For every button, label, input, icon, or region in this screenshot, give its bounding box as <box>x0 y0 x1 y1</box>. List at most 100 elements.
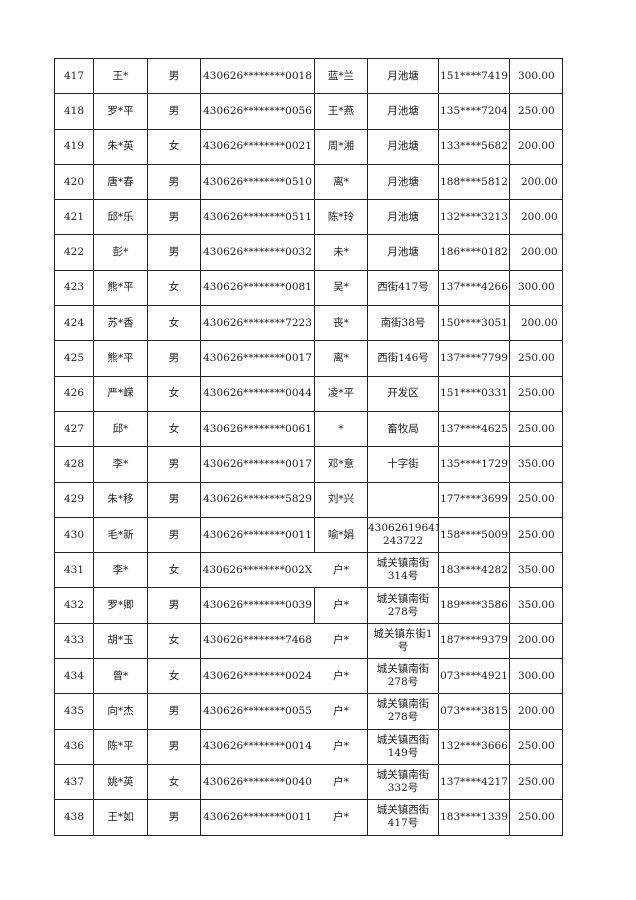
cell-no: 435 <box>54 693 94 730</box>
table-row: 424 苏*香女 430626********7223 丧* 南街38号 150****3… <box>54 305 563 342</box>
cell-phone: 133****5682 <box>438 128 510 165</box>
cell-sex: 女 <box>147 410 201 448</box>
cell-addr: 城关镇西街 149号 <box>367 728 439 765</box>
table-row: 422 彭* 男 430626********0032 未* 月池塘 186****0182… <box>54 234 563 271</box>
cell-name: 胡*玉 <box>93 622 148 660</box>
table-row: 423 熊*平女 430626********0081 吴* 西街417号 137****… <box>54 269 563 307</box>
cell-sex: 男 <box>147 516 201 554</box>
cell-id: 430626********0040 <box>200 763 315 801</box>
cell-phone: 135****7204 <box>438 93 510 130</box>
cell-rel: 户* <box>314 552 368 589</box>
cell-id: 430626********0018 <box>200 57 315 95</box>
cell-addr: 月池塘 <box>367 128 439 165</box>
cell-name: 王*如 <box>93 799 148 836</box>
cell-addr: 开发区 <box>367 375 439 412</box>
cell-rel: 丧* <box>314 305 368 342</box>
cell-name: 朱*英 <box>93 128 148 165</box>
cell-amount: 300.00 <box>509 269 563 307</box>
cell-id: 430626********0055 <box>200 693 315 730</box>
cell-sex: 男 <box>147 57 201 95</box>
cell-id: 430626********0510 <box>200 163 315 201</box>
cell-amount: 200.00 <box>509 199 563 236</box>
cell-name: 李* <box>93 552 148 589</box>
table-row: 432 罗*卿男 430626********0039 户* 城关镇南街 278号 189… <box>54 587 563 624</box>
cell-name: 向*杰 <box>93 693 148 730</box>
cell-no: 433 <box>54 622 94 660</box>
cell-no: 420 <box>54 163 94 201</box>
cell-amount: 250.00 <box>509 516 563 554</box>
cell-phone: 183****1339 <box>438 799 510 836</box>
cell-name: 熊*平 <box>93 269 148 307</box>
cell-addr: 十字街 <box>367 446 439 483</box>
table-row: 426 严*嵘女 430626********0044 凌*平 开发区 151****03… <box>54 375 563 412</box>
cell-addr: 南街38号 <box>367 305 439 342</box>
cell-name: 朱*移 <box>93 481 148 518</box>
cell-id: 430626********0017 <box>200 446 315 483</box>
cell-amount: 300.00 <box>509 658 563 695</box>
cell-addr: 430626196411 243722 <box>367 516 439 554</box>
cell-name: 邱* <box>93 410 148 448</box>
cell-rel: 户* <box>314 587 368 624</box>
cell-id: 430626********0039 <box>200 587 315 624</box>
cell-id: 430626********0017 <box>200 340 315 377</box>
cell-name: 王* <box>93 57 148 95</box>
cell-id: 430626********002X <box>200 552 315 589</box>
cell-phone: 151****7419 <box>438 57 510 95</box>
table-row: 435 向*杰男 430626********0055 户* 城关镇南街 278号 073… <box>54 693 563 730</box>
cell-no: 430 <box>54 516 94 554</box>
data-table: 417 王* 男 430626********0018 蓝*兰 月池塘 151****741… <box>54 57 563 836</box>
cell-sex: 男 <box>147 93 201 130</box>
cell-addr: 月池塘 <box>367 93 439 130</box>
cell-addr: 月池塘 <box>367 234 439 271</box>
cell-sex: 女 <box>147 269 201 307</box>
cell-addr: 城关镇南街 314号 <box>367 552 439 589</box>
cell-amount: 250.00 <box>509 93 563 130</box>
cell-amount: 350.00 <box>509 587 563 624</box>
cell-addr: 月池塘 <box>367 57 439 95</box>
cell-amount: 350.00 <box>509 552 563 589</box>
table-row: 419 朱*英女 430626********0021 周*湘 月池塘 133****56… <box>54 128 563 165</box>
cell-no: 432 <box>54 587 94 624</box>
cell-rel: 吴* <box>314 269 368 307</box>
cell-sex: 女 <box>147 658 201 695</box>
table-row: 434 曾* 女 430626********0024 户* 城关镇南街 278号 073*… <box>54 658 563 695</box>
table-row: 438 王*如男 430626********0011 户* 城关镇西街 417号 183… <box>54 799 563 836</box>
cell-rel: 未* <box>314 234 368 271</box>
cell-no: 423 <box>54 269 94 307</box>
cell-sex: 男 <box>147 446 201 483</box>
cell-id: 430626********7468 <box>200 622 315 660</box>
cell-phone: 073****3815 <box>438 693 510 730</box>
cell-amount: 250.00 <box>509 410 563 448</box>
cell-id: 430626********0024 <box>200 658 315 695</box>
cell-phone: 135****1729 <box>438 446 510 483</box>
cell-name: 罗*平 <box>93 93 148 130</box>
cell-phone: 188****5812 <box>438 163 510 201</box>
cell-rel: 户* <box>314 728 368 765</box>
cell-addr <box>367 481 439 518</box>
cell-addr: 城关镇南街 278号 <box>367 693 439 730</box>
table-row: 427 邱* 女 430626********0061 * 畜牧局 137****4625 2… <box>54 410 563 448</box>
cell-name: 苏*香 <box>93 305 148 342</box>
table-body: 417 王* 男 430626********0018 蓝*兰 月池塘 151****741… <box>54 57 563 836</box>
cell-rel: 王*燕 <box>314 93 368 130</box>
cell-amount: 250.00 <box>509 375 563 412</box>
table-row: 430毛*新男430626********0011喻*娟430626196411… <box>54 516 563 554</box>
cell-id: 430626********0011 <box>200 799 315 836</box>
cell-amount: 200.00 <box>509 693 563 730</box>
cell-rel: 喻*娟 <box>314 516 368 554</box>
cell-rel: 周*湘 <box>314 128 368 165</box>
cell-amount: 200.00 <box>509 128 563 165</box>
cell-amount: 350.00 <box>509 446 563 483</box>
cell-phone: 151****0331 <box>438 375 510 412</box>
cell-no: 436 <box>54 728 94 765</box>
cell-sex: 男 <box>147 234 201 271</box>
cell-id: 430626********0014 <box>200 728 315 765</box>
cell-no: 431 <box>54 552 94 589</box>
cell-rel: 户* <box>314 799 368 836</box>
cell-sex: 女 <box>147 305 201 342</box>
table-row: 418 罗*平男 430626********0056 王*燕 月池塘 135****72… <box>54 93 563 130</box>
cell-no: 437 <box>54 763 94 801</box>
cell-addr: 城关镇西街 417号 <box>367 799 439 836</box>
cell-phone: 073****4921 <box>438 658 510 695</box>
cell-id: 430626********0081 <box>200 269 315 307</box>
